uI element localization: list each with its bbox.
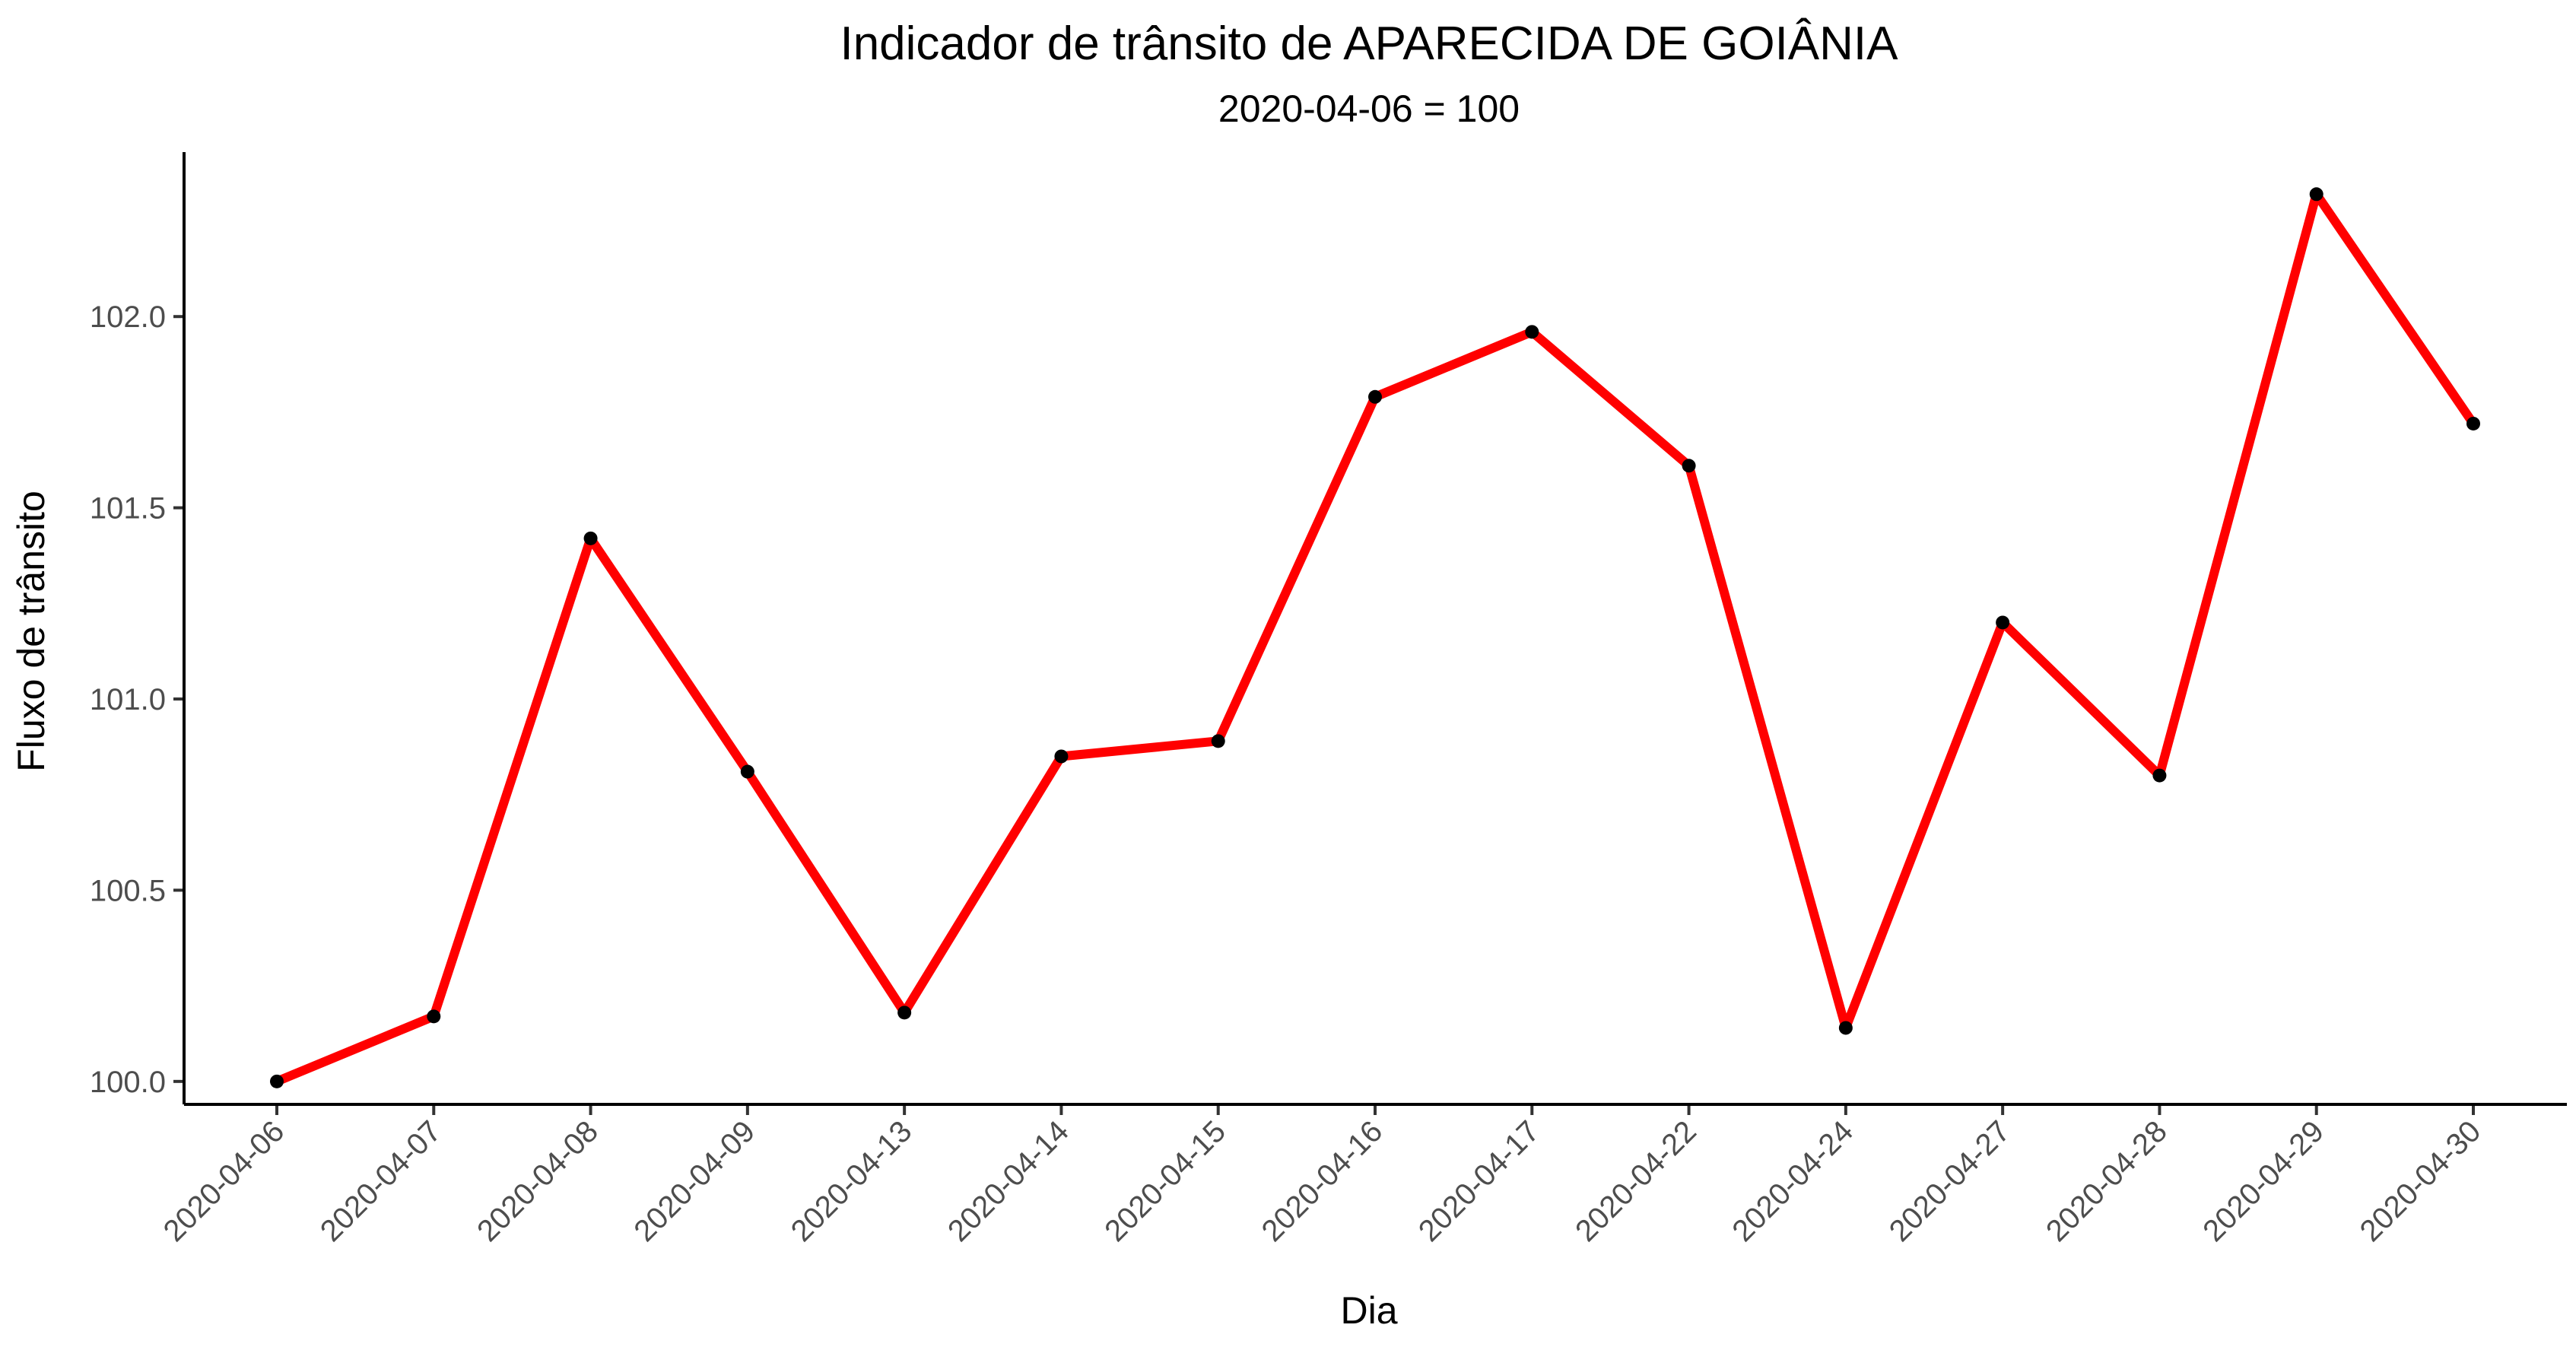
data-point: [427, 1009, 441, 1024]
x-tick-label: 2020-04-30: [2354, 1114, 2488, 1248]
x-tick-label: 2020-04-17: [1412, 1114, 1546, 1248]
data-point: [2466, 416, 2480, 430]
series-line: [275, 189, 2477, 1086]
x-tick-label: 2020-04-08: [471, 1114, 605, 1248]
data-point: [1682, 459, 1696, 473]
data-point: [1996, 615, 2010, 630]
x-tick-label: 2020-04-24: [1726, 1114, 1860, 1248]
chart-subtitle: 2020-04-06 = 100: [1218, 87, 1520, 130]
x-tick-label: 2020-04-13: [785, 1114, 919, 1248]
x-tick-label: 2020-04-07: [314, 1114, 448, 1248]
data-point: [897, 1005, 912, 1020]
x-tick-label: 2020-04-16: [1256, 1114, 1390, 1248]
chart-title: Indicador de trânsito de APARECIDA DE GO…: [840, 17, 1898, 70]
x-axis-title: Dia: [1340, 1289, 1397, 1332]
x-axis-ticks: 2020-04-06 2020-04-07 2020-04-08 2020-04-09…: [157, 1104, 2488, 1248]
y-tick-label: 102.0: [90, 300, 166, 334]
data-point: [1211, 734, 1225, 748]
x-tick-label: 2020-04-28: [2040, 1114, 2174, 1248]
data-point: [1054, 749, 1069, 764]
y-axis-ticks: 100.0 100.5 101.0 101.5 102.0: [90, 300, 184, 1099]
x-tick-label: 2020-04-14: [942, 1114, 1075, 1248]
y-tick-label: 100.0: [90, 1066, 166, 1099]
x-tick-label: 2020-04-06: [157, 1114, 291, 1248]
y-axis-title: Fluxo de trânsito: [10, 491, 52, 772]
y-tick-label: 101.5: [90, 492, 166, 526]
data-point: [1838, 1021, 1853, 1035]
data-point: [1525, 325, 1539, 339]
data-point: [583, 531, 598, 545]
data-point: [1368, 389, 1382, 404]
y-tick-label: 101.0: [90, 683, 166, 716]
data-point: [2152, 768, 2167, 783]
series-group: [270, 187, 2480, 1088]
x-tick-label: 2020-04-29: [2196, 1114, 2330, 1248]
data-point: [2309, 187, 2323, 202]
data-point: [740, 764, 754, 779]
x-tick-label: 2020-04-27: [1883, 1114, 2017, 1248]
x-tick-label: 2020-04-22: [1569, 1114, 1703, 1248]
y-tick-label: 100.5: [90, 874, 166, 907]
x-tick-label: 2020-04-09: [627, 1114, 761, 1248]
x-tick-label: 2020-04-15: [1098, 1114, 1232, 1248]
data-point: [270, 1074, 284, 1088]
